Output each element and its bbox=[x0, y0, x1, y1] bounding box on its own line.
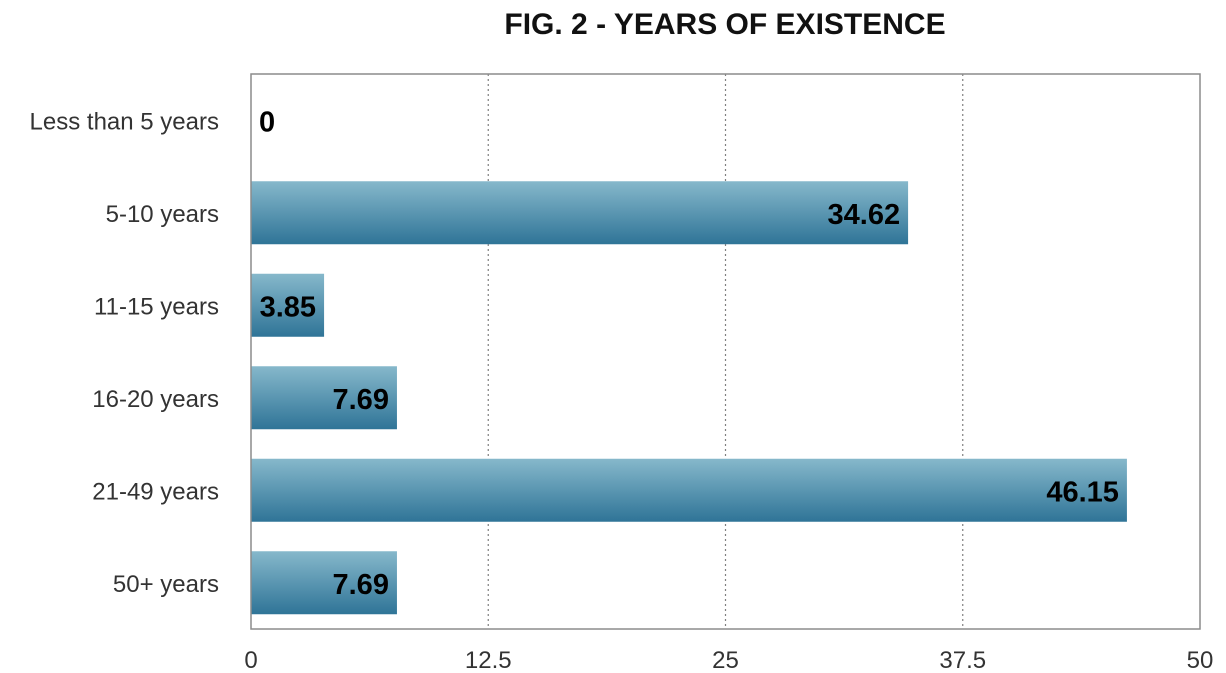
category-label: 50+ years bbox=[113, 571, 219, 598]
x-tick-label: 25 bbox=[712, 647, 739, 673]
bar bbox=[251, 458, 1127, 522]
bar bbox=[251, 366, 397, 430]
bar bbox=[251, 273, 325, 337]
x-tick-labels: 0 12.5 25 37.5 50 bbox=[244, 647, 1213, 673]
category-label: 21-49 years bbox=[92, 478, 219, 505]
bar bbox=[251, 181, 909, 245]
category-labels: Less than 5 years 5-10 years 11-15 years 16… bbox=[30, 108, 219, 598]
x-tick-label: 37.5 bbox=[939, 647, 986, 673]
plot-frame bbox=[250, 73, 1201, 630]
x-tick-label: 0 bbox=[244, 647, 257, 673]
bar bbox=[251, 551, 397, 615]
value-labels: 0 34.62 3.85 7.69 46.15 7.69 bbox=[259, 106, 1119, 601]
value-label: 7.69 bbox=[333, 384, 389, 416]
category-label: 16-20 years bbox=[92, 386, 219, 413]
chart-title: FIG. 2 - YEARS OF EXISTENCE bbox=[504, 8, 946, 41]
category-label: 5-10 years bbox=[106, 201, 219, 228]
category-label: 11-15 years bbox=[94, 293, 219, 320]
category-label: Less than 5 years bbox=[30, 108, 219, 135]
value-label: 46.15 bbox=[1046, 476, 1119, 508]
x-tick-label: 50 bbox=[1187, 647, 1214, 673]
bars bbox=[251, 181, 1127, 615]
value-label: 3.85 bbox=[260, 291, 316, 323]
value-label: 34.62 bbox=[828, 199, 901, 231]
value-label: 0 bbox=[259, 106, 275, 138]
gridlines bbox=[487, 74, 964, 629]
x-tick-label: 12.5 bbox=[465, 647, 512, 673]
value-label: 7.69 bbox=[333, 569, 389, 601]
